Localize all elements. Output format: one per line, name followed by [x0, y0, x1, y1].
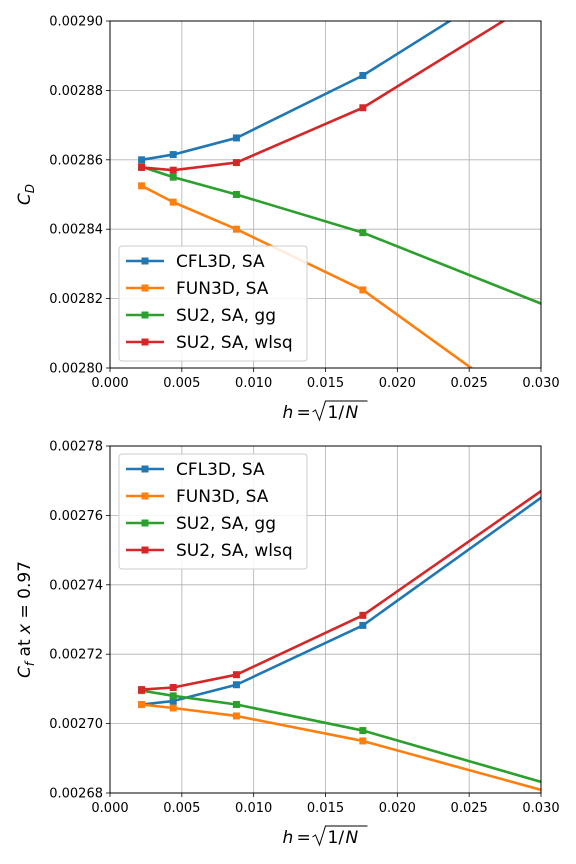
legend-label: SU2, SA, gg — [176, 306, 276, 326]
legend-label: FUN3D, SA — [176, 487, 269, 507]
legend-label: SU2, SA, gg — [176, 514, 276, 534]
data-point — [169, 697, 177, 705]
x-tick-label: 0.005 — [163, 376, 200, 391]
legend-label: FUN3D, SA — [176, 279, 269, 299]
data-point — [232, 701, 240, 709]
legend-swatch-marker — [141, 465, 149, 473]
y-tick-label: 0.00278 — [49, 440, 103, 455]
x-tick-label: 0.025 — [451, 376, 488, 391]
data-point — [359, 286, 367, 294]
legend-label: SU2, SA, wlsq — [176, 541, 293, 561]
y-axis-label: CD — [15, 184, 37, 205]
y-tick-label: 0.00282 — [49, 292, 103, 307]
data-point — [169, 692, 177, 700]
y-tick-label: 0.00272 — [49, 648, 103, 663]
series-line — [141, 21, 453, 162]
data-point — [138, 156, 146, 164]
svg-text:1/: 1/ — [328, 403, 345, 423]
data-point — [169, 166, 177, 174]
data-point — [169, 704, 177, 712]
data-point — [359, 737, 367, 745]
plot-area — [138, 489, 541, 792]
svg-text:N: N — [346, 828, 359, 848]
x-tick-label: 0.030 — [522, 801, 559, 816]
x-tick-label: 0.010 — [235, 801, 272, 816]
legend-box — [118, 245, 308, 362]
chart-drag-coefficient: 0.000 0.005 0.010 0.015 0.020 0.025 0.030 0.002… — [15, 15, 560, 424]
data-point — [232, 225, 240, 233]
svg-text:CD: CD — [15, 184, 37, 205]
svg-text:=: = — [297, 828, 311, 848]
data-point — [138, 163, 146, 171]
legend-label: SU2, SA, wlsq — [176, 333, 293, 353]
legend: CFL3D, SA FUN3D, SA SU2, SA, gg SU2, SA, wl… — [118, 453, 308, 570]
svg-text:N: N — [346, 403, 359, 423]
data-point — [359, 104, 367, 112]
legend-swatch-marker — [141, 257, 149, 265]
x-tick-label: 0.010 — [235, 376, 272, 391]
data-point — [232, 159, 240, 167]
data-point — [169, 173, 177, 181]
y-tick-label: 0.00284 — [49, 223, 103, 238]
series-line — [141, 703, 541, 792]
legend-swatch-marker — [141, 492, 149, 500]
data-point — [359, 727, 367, 735]
legend-swatch-marker — [141, 338, 149, 346]
y-tick-label: 0.00288 — [49, 84, 103, 99]
legend-box — [118, 453, 308, 570]
x-tick-label: 0.000 — [91, 376, 128, 391]
data-point — [232, 681, 240, 689]
chart-skin-friction: 0.000 0.005 0.010 0.015 0.020 0.025 0.030 0.002… — [15, 440, 560, 849]
x-tick-label: 0.015 — [307, 376, 344, 391]
x-tick-label: 0.020 — [379, 376, 416, 391]
svg-text:h: h — [283, 403, 294, 423]
y-tick-label: 0.00286 — [49, 153, 103, 168]
legend-label: CFL3D, SA — [176, 460, 265, 480]
svg-text:Cf at x = 0.97: Cf at x = 0.97 — [15, 561, 37, 678]
svg-text:h: h — [283, 828, 294, 848]
legend-swatch-marker — [141, 311, 149, 319]
y-axis-label: Cf at x = 0.97 — [15, 561, 37, 678]
data-point — [359, 71, 367, 79]
svg-text:1/: 1/ — [328, 828, 345, 848]
x-axis-label: h = 1/N — [283, 825, 368, 848]
data-point — [169, 151, 177, 159]
legend-swatch-marker — [141, 546, 149, 554]
data-point — [232, 134, 240, 142]
y-tick-label: 0.00268 — [49, 787, 103, 802]
data-point — [232, 191, 240, 198]
y-tick-label: 0.00280 — [49, 362, 103, 377]
x-tick-label: 0.015 — [307, 801, 344, 816]
y-tick-label: 0.00290 — [49, 15, 103, 30]
x-tick-label: 0.025 — [451, 801, 488, 816]
svg-text:=: = — [297, 403, 311, 423]
data-point — [359, 229, 367, 237]
series-line — [141, 689, 541, 784]
legend-swatch-marker — [141, 519, 149, 527]
data-point — [169, 198, 177, 206]
x-axis-label: h = 1/N — [283, 400, 368, 423]
legend-swatch-marker — [141, 284, 149, 292]
legend-label: CFL3D, SA — [176, 252, 265, 272]
x-tick-label: 0.030 — [522, 376, 559, 391]
data-point — [138, 686, 146, 694]
y-tick-label: 0.00276 — [49, 509, 103, 524]
x-tick-label: 0.020 — [379, 801, 416, 816]
x-tick-label: 0.000 — [91, 801, 128, 816]
y-tick-label: 0.00270 — [49, 717, 103, 732]
data-point — [169, 684, 177, 692]
legend: CFL3D, SA FUN3D, SA SU2, SA, gg SU2, SA, wl… — [118, 245, 308, 362]
data-point — [232, 671, 240, 679]
plot-area — [138, 21, 541, 368]
data-point — [359, 611, 367, 619]
data-point — [232, 712, 240, 720]
y-tick-label: 0.00274 — [49, 578, 103, 593]
data-point — [138, 182, 146, 190]
data-point — [359, 621, 367, 629]
x-tick-label: 0.005 — [163, 801, 200, 816]
data-point — [138, 701, 146, 709]
